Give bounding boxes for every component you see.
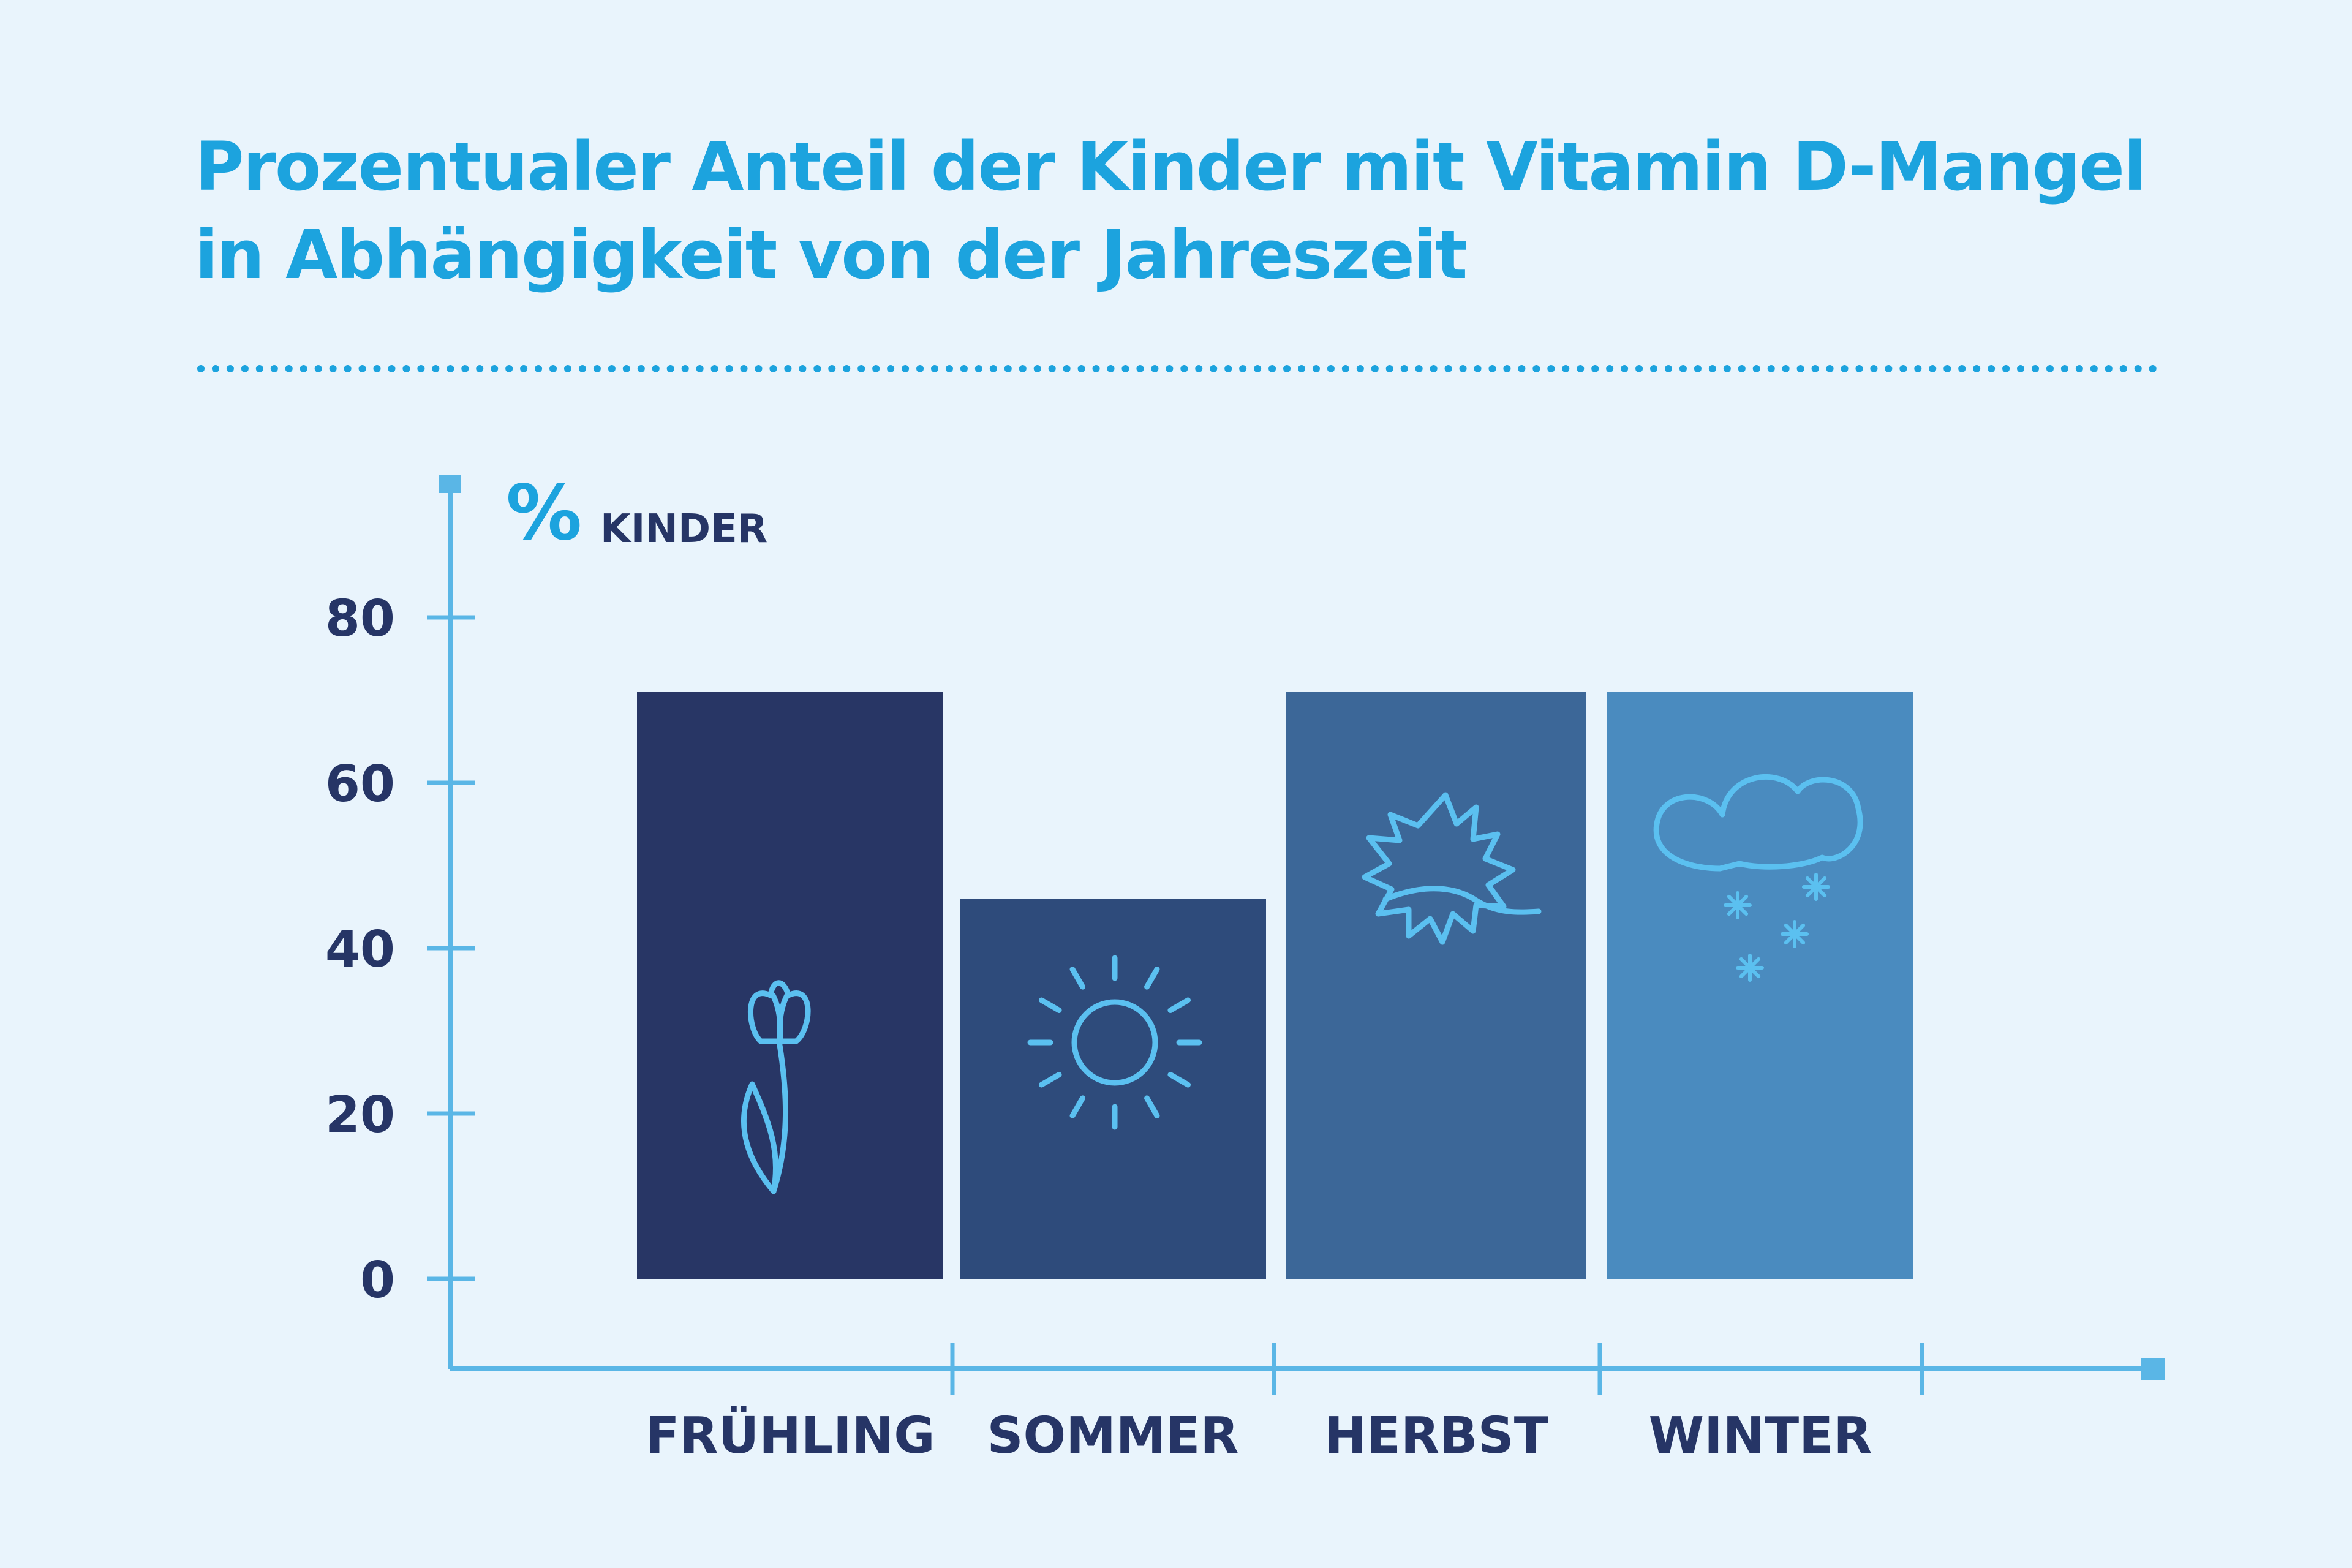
bar-series (637, 692, 1913, 1279)
chart-axes (439, 475, 2165, 1395)
snow-cloud-icon (1653, 774, 1863, 982)
bar-herbst (1286, 692, 1586, 1279)
chart-title-line-1: Prozentualer Anteil der Kinder mit Vitam… (195, 127, 2147, 206)
y-axis-label: KINDER (600, 507, 767, 552)
y-tick-label-40: 40 (325, 921, 395, 979)
y-axis-arrow (439, 475, 461, 493)
y-tick-label-80: 80 (325, 590, 395, 648)
bar-winter (1607, 692, 1913, 1279)
y-tick-label-0: 0 (360, 1251, 395, 1310)
chart-title-line-2: in Abhängigkeit von der Jahreszeit (195, 216, 1468, 294)
bar-frhling (637, 692, 943, 1279)
dotted-divider (197, 365, 2157, 372)
x-label-2: SOMMER (987, 1407, 1238, 1465)
y-axis-percent-symbol: % (506, 469, 582, 557)
y-tick-label-60: 60 (325, 755, 395, 813)
bar-sommer (960, 899, 1266, 1279)
x-label-1: FRÜHLING (645, 1406, 935, 1465)
chart-title: Prozentualer Anteil der Kinder mit Vitam… (195, 123, 2216, 299)
sun-icon (1027, 955, 1202, 1130)
y-axis-ticks: 0 20 40 60 80 (325, 590, 475, 1310)
x-label-4: WINTER (1649, 1407, 1872, 1465)
x-axis-arrow (2141, 1358, 2165, 1380)
leaf-icon (1362, 792, 1542, 945)
season-icons (741, 774, 1863, 1194)
x-label-3: HERBST (1324, 1407, 1548, 1465)
y-tick-label-20: 20 (325, 1086, 395, 1144)
x-axis-labels: FRÜHLING SOMMER HERBST WINTER (645, 1406, 1872, 1465)
tulip-icon (741, 980, 811, 1194)
